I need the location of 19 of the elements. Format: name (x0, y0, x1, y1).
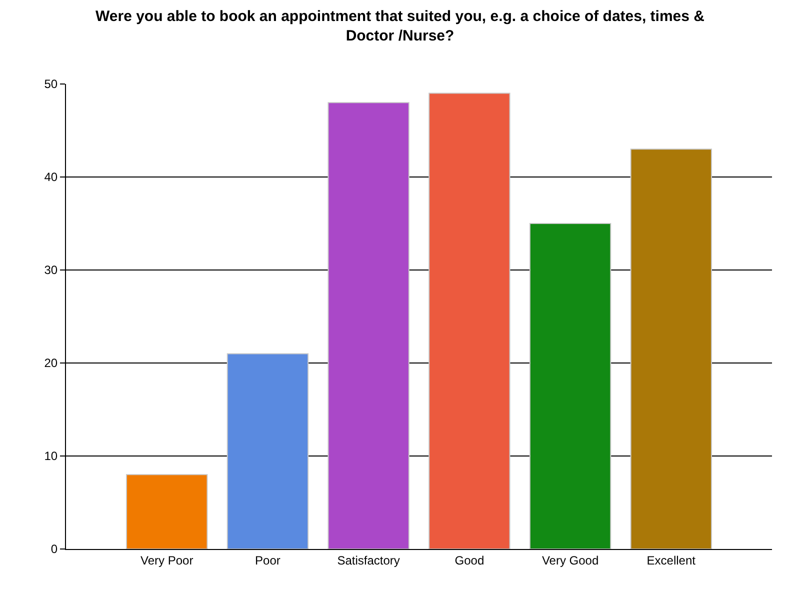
bar (328, 102, 410, 549)
y-tick-label: 50 (44, 77, 58, 92)
y-tick-label: 30 (44, 263, 58, 278)
x-tick-label: Good (454, 553, 484, 568)
chart-title: Were you able to book an appointment that suited you, e.g. a choice of dates, times & Doctor /Nurse? (96, 8, 705, 44)
bar (126, 474, 208, 549)
x-tick-label: Very Poor (140, 553, 194, 568)
y-tick-label: 40 (44, 170, 58, 184)
bar (529, 223, 612, 549)
y-tick-label: 10 (44, 449, 58, 464)
bar (428, 92, 510, 549)
y-tick-label: 20 (44, 356, 58, 370)
x-tick-label: Excellent (646, 553, 696, 568)
bar (630, 148, 712, 549)
x-tick-label: Very Good (542, 553, 599, 568)
bar (226, 353, 309, 549)
y-tick-label: 0 (50, 542, 58, 556)
x-tick-label: Satisfactory (337, 553, 400, 568)
x-tick-label: Poor (255, 553, 280, 568)
